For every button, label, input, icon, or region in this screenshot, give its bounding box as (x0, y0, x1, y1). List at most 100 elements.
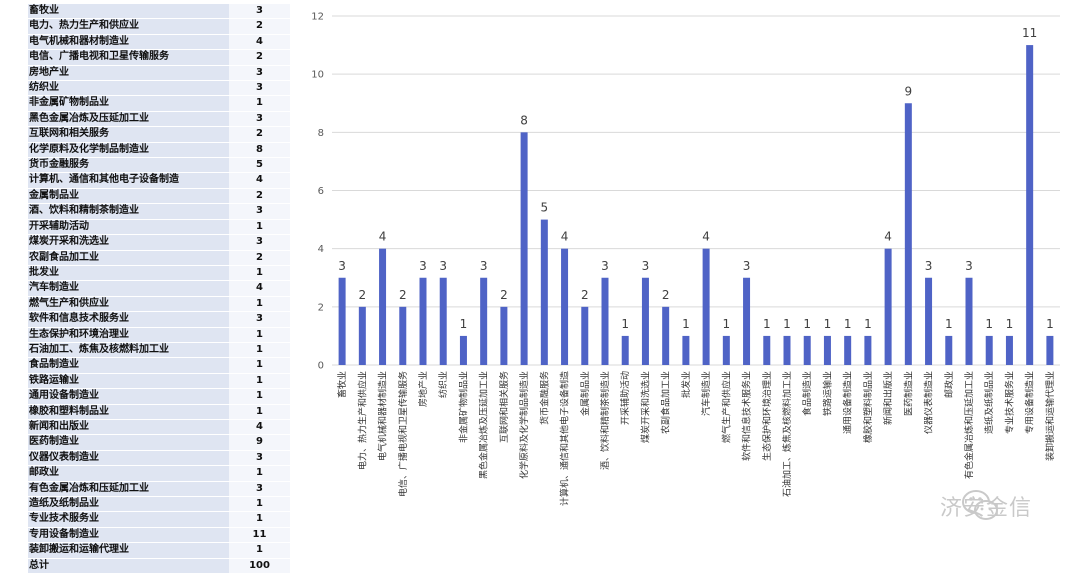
data-label: 1 (1006, 317, 1014, 331)
x-tick-label: 装卸搬运和运输代理业 (1044, 371, 1056, 461)
x-tick-label: 黑色金属冶炼及压延加工业 (478, 371, 490, 479)
industry-count: 3 (229, 203, 290, 220)
table-row: 总计 100 (28, 558, 290, 574)
x-tick-label: 石油加工、炼焦及核燃料加工业 (781, 371, 793, 497)
industry-count: 2 (229, 18, 290, 35)
industry-count: 5 (229, 157, 290, 174)
industry-name: 燃气生产和供应业 (28, 296, 229, 313)
bar (379, 248, 387, 365)
data-label: 4 (379, 230, 387, 244)
industry-count: 1 (229, 511, 290, 528)
industry-name: 专用设备制造业 (28, 527, 229, 544)
table-row: 计算机、通信和其他电子设备制造 4 (28, 172, 290, 189)
data-label: 1 (803, 317, 811, 331)
industry-name: 软件和信息技术服务业 (28, 311, 229, 328)
industry-count: 11 (229, 527, 290, 544)
industry-count: 1 (229, 95, 290, 112)
data-label: 3 (480, 259, 488, 273)
industry-name: 电力、热力生产和供应业 (28, 18, 229, 35)
industry-count: 1 (229, 296, 290, 313)
table-row: 房地产业 3 (28, 65, 290, 82)
industry-name: 新闻和出版业 (28, 419, 229, 436)
bar (884, 248, 892, 365)
industry-name: 酒、饮料和精制茶制造业 (28, 203, 229, 220)
data-label: 1 (985, 317, 993, 331)
y-tick-label: 12 (311, 12, 324, 23)
x-tick-label: 专业技术服务业 (1003, 371, 1015, 434)
industry-count: 100 (229, 558, 290, 574)
industry-name: 生态保护和环境治理业 (28, 327, 229, 343)
data-label: 1 (824, 317, 832, 331)
industry-count: 1 (229, 496, 290, 513)
data-label: 1 (723, 317, 731, 331)
bar (540, 219, 548, 365)
data-label: 3 (439, 259, 447, 273)
x-tick-label: 酒、饮料和精制茶制造业 (599, 371, 611, 470)
bar (1005, 335, 1013, 365)
table-row: 汽车制造业 4 (28, 280, 290, 297)
bar (844, 335, 852, 365)
x-tick-label: 新闻和出版业 (882, 371, 894, 425)
table-row: 煤炭开采和洗选业 3 (28, 234, 290, 251)
data-label: 1 (783, 317, 791, 331)
x-tick-label: 专用设备制造业 (1024, 371, 1036, 434)
industry-name: 通用设备制造业 (28, 388, 229, 405)
bar (581, 306, 589, 365)
watermark-text: 济安金信 (940, 496, 1033, 521)
x-tick-label: 煤炭开采和洗选业 (639, 371, 651, 443)
data-label: 1 (460, 317, 468, 331)
table-row: 专用设备制造业 11 (28, 527, 290, 544)
industry-name: 纺织业 (28, 80, 229, 97)
industry-name: 石油加工、炼焦及核燃料加工业 (28, 342, 229, 359)
bar (763, 335, 771, 365)
table-row: 通用设备制造业 1 (28, 388, 290, 405)
x-tick-label: 医药制造业 (902, 371, 914, 416)
industry-count: 1 (229, 388, 290, 405)
industry-count: 4 (229, 280, 290, 297)
table-row: 有色金属冶炼和压延加工业 3 (28, 481, 290, 498)
industry-count: 2 (229, 49, 290, 66)
industry-count: 3 (229, 80, 290, 97)
data-label: 2 (399, 288, 407, 302)
data-label: 3 (338, 259, 346, 273)
industry-name: 化学原料及化学制品制造业 (28, 142, 229, 159)
data-label: 2 (662, 288, 670, 302)
bar (480, 277, 488, 365)
industry-name: 邮政业 (28, 465, 229, 482)
y-tick-label: 8 (318, 128, 324, 139)
industry-count: 1 (229, 404, 290, 420)
data-label: 8 (520, 113, 528, 127)
data-label: 1 (1046, 317, 1054, 331)
bar (399, 306, 407, 365)
y-tick-label: 0 (318, 361, 324, 372)
industry-count: 3 (229, 234, 290, 251)
x-tick-label: 电气机械和器材制造业 (377, 371, 389, 461)
industry-name: 汽车制造业 (28, 280, 229, 297)
data-label: 9 (905, 84, 913, 98)
industry-name: 铁路运输业 (28, 373, 229, 390)
x-tick-label: 计算机、通信和其他电子设备制造 (559, 371, 571, 506)
x-tick-label: 房地产业 (417, 371, 429, 407)
x-tick-label: 电力、热力生产和供应业 (356, 371, 368, 470)
industry-count: 3 (229, 450, 290, 467)
industry-name: 批发业 (28, 265, 229, 282)
bar (459, 335, 467, 365)
industry-count: 1 (229, 219, 290, 236)
x-tick-label: 互联网和相关服务 (498, 371, 510, 443)
data-label: 2 (500, 288, 508, 302)
bar (419, 277, 427, 365)
x-tick-label: 货币金融服务 (538, 371, 550, 425)
y-tick-label: 4 (318, 244, 324, 255)
bar (985, 335, 993, 365)
bar (904, 103, 912, 365)
data-label: 4 (561, 230, 569, 244)
industry-name: 总计 (28, 558, 229, 574)
industry-name: 造纸及纸制品业 (28, 496, 229, 513)
industry-name: 电信、广播电视和卫星传输服务 (28, 49, 229, 66)
industry-name: 黑色金属冶炼及压延加工业 (28, 111, 229, 128)
bar (338, 277, 346, 365)
table-row: 装卸搬运和运输代理业 1 (28, 542, 290, 559)
data-label: 4 (884, 230, 892, 244)
data-label: 11 (1022, 26, 1037, 40)
bar (965, 277, 973, 365)
